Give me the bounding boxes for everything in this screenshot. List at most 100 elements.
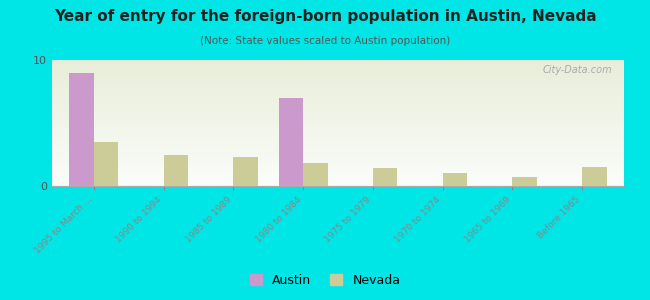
Bar — [52, 121, 624, 122]
Bar — [52, 117, 624, 118]
Bar — [52, 105, 624, 106]
Bar — [52, 171, 624, 172]
Bar — [164, 154, 188, 186]
Bar — [52, 76, 624, 78]
Bar — [52, 176, 624, 177]
Bar — [52, 122, 624, 123]
Bar — [52, 167, 624, 168]
Bar — [52, 108, 624, 109]
Bar — [52, 74, 624, 75]
Bar — [52, 169, 624, 171]
Bar — [52, 181, 624, 182]
Bar — [52, 89, 624, 90]
Bar — [52, 61, 624, 62]
Bar — [52, 104, 624, 105]
Bar — [52, 64, 624, 65]
Bar — [52, 86, 624, 88]
Bar — [52, 138, 624, 140]
Bar — [303, 163, 328, 186]
Bar — [52, 178, 624, 180]
Bar — [52, 173, 624, 175]
Bar — [70, 73, 94, 186]
Bar — [52, 70, 624, 71]
Bar — [52, 83, 624, 84]
Bar — [52, 92, 624, 93]
Bar — [52, 114, 624, 116]
Bar — [279, 98, 303, 186]
Bar — [52, 81, 624, 83]
Bar — [52, 106, 624, 108]
Bar — [373, 168, 397, 186]
Bar — [582, 167, 606, 186]
Bar — [52, 175, 624, 176]
Bar — [52, 143, 624, 144]
Bar — [52, 151, 624, 152]
Bar — [52, 79, 624, 80]
Bar — [52, 73, 624, 74]
Bar — [52, 149, 624, 151]
Bar — [52, 66, 624, 68]
Text: Year of entry for the foreign-born population in Austin, Nevada: Year of entry for the foreign-born popul… — [54, 9, 596, 24]
Bar — [52, 160, 624, 161]
Bar — [52, 153, 624, 154]
Bar — [52, 94, 624, 95]
Bar — [52, 75, 624, 76]
Bar — [52, 65, 624, 66]
Bar — [52, 161, 624, 162]
Bar — [52, 134, 624, 136]
Bar — [52, 125, 624, 127]
Bar — [52, 184, 624, 185]
Bar — [52, 136, 624, 137]
Bar — [52, 140, 624, 141]
Bar — [52, 78, 624, 79]
Bar — [233, 157, 258, 186]
Bar — [52, 156, 624, 157]
Bar — [52, 85, 624, 86]
Bar — [52, 84, 624, 85]
Bar — [52, 128, 624, 129]
Bar — [52, 116, 624, 117]
Bar — [52, 102, 624, 103]
Bar — [52, 71, 624, 73]
Bar — [52, 148, 624, 149]
Bar — [52, 182, 624, 184]
Bar — [52, 185, 624, 186]
Bar — [52, 180, 624, 181]
Bar — [52, 142, 624, 143]
Bar — [52, 154, 624, 156]
Bar — [52, 158, 624, 160]
Bar — [52, 172, 624, 173]
Bar — [52, 166, 624, 167]
Bar — [52, 168, 624, 169]
Bar — [52, 127, 624, 128]
Bar — [52, 69, 624, 70]
Bar — [52, 100, 624, 102]
Bar — [512, 177, 537, 186]
Bar — [52, 113, 624, 114]
Bar — [52, 130, 624, 132]
Bar — [52, 129, 624, 130]
Bar — [52, 162, 624, 163]
Bar — [52, 60, 624, 61]
Text: City-Data.com: City-Data.com — [543, 65, 612, 75]
Bar — [52, 124, 624, 125]
Bar — [52, 98, 624, 99]
Text: (Note: State values scaled to Austin population): (Note: State values scaled to Austin pop… — [200, 36, 450, 46]
Bar — [52, 165, 624, 166]
Bar — [52, 103, 624, 104]
Bar — [52, 144, 624, 146]
Bar — [52, 97, 624, 98]
Bar — [52, 119, 624, 121]
Bar — [52, 123, 624, 124]
Bar — [52, 90, 624, 92]
Bar — [52, 141, 624, 142]
Bar — [52, 109, 624, 110]
Bar — [52, 152, 624, 153]
Bar — [52, 112, 624, 113]
Bar — [52, 177, 624, 178]
Bar — [52, 68, 624, 69]
Bar — [52, 80, 624, 81]
Bar — [52, 118, 624, 119]
Bar — [52, 157, 624, 158]
Bar — [52, 88, 624, 89]
